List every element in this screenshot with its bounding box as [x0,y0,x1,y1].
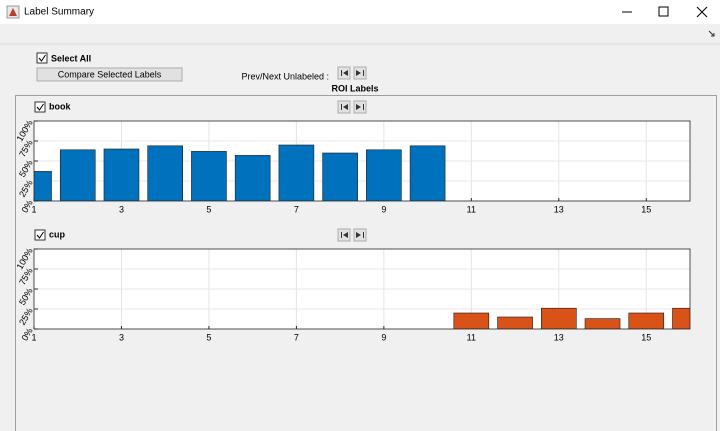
chart-title[interactable]: cup [49,229,66,239]
bar [278,144,315,201]
bar [541,307,577,329]
x-tick-label: 1 [31,332,36,342]
title-bar [0,0,720,24]
button-glyph [341,232,348,238]
chart-checkbox[interactable] [34,229,46,241]
x-tick-label: 11 [467,204,476,214]
panel-border [15,95,717,431]
checkmark [38,54,46,62]
prev-button[interactable] [337,100,351,114]
window-title: Label Summary [24,7,94,18]
panel-title: ROI Labels [331,83,378,93]
x-tick-label: 9 [381,332,386,342]
x-tick-label: 5 [206,204,211,214]
bar [497,316,533,329]
x-tick-label: 15 [641,332,651,342]
bar [453,312,490,329]
x-tick-label: 7 [294,204,299,214]
x-tick-label: 15 [641,204,651,214]
close-button[interactable] [696,6,708,18]
bar [191,151,227,201]
app-icon-glyph [9,8,17,16]
bar [584,318,621,329]
compare-button-label[interactable]: Compare Selected Labels [58,69,162,79]
prev-button[interactable] [337,66,351,80]
compare-button[interactable] [36,67,183,82]
axes-box [33,120,691,202]
checkmark [36,231,44,239]
bar [409,145,446,201]
button-glyph [341,104,348,110]
bar [322,152,358,201]
next-button[interactable] [353,100,367,114]
maximize-button[interactable] [658,6,669,17]
select-all-label[interactable]: Select All [51,53,91,63]
next-button[interactable] [353,228,367,242]
x-tick-label: 5 [206,332,211,342]
button-glyph [356,232,364,238]
select-all-checkbox[interactable] [36,52,48,64]
bar [103,148,140,201]
x-tick-label: 7 [294,332,299,342]
x-tick-label: 3 [119,332,124,342]
axes-box [33,248,691,330]
button-glyph [356,104,364,110]
bar [234,155,271,201]
chart-title[interactable]: book [49,101,71,111]
bar [34,171,52,201]
x-tick-label: 13 [554,332,564,342]
bar [147,145,183,201]
prev-next-label: Prev/Next Unlabeled : [241,71,329,81]
x-tick-label: 9 [381,204,386,214]
chart-checkbox[interactable] [34,101,46,113]
undock-icon[interactable] [708,30,715,37]
next-button[interactable] [353,66,367,80]
prev-button[interactable] [337,228,351,242]
bar [366,149,402,201]
bar [59,149,96,201]
checkmark [36,103,44,111]
bar [628,312,665,329]
x-tick-label: 13 [554,204,564,214]
x-tick-label: 3 [119,204,124,214]
x-tick-label: 11 [467,332,476,342]
x-tick-label: 1 [31,204,36,214]
